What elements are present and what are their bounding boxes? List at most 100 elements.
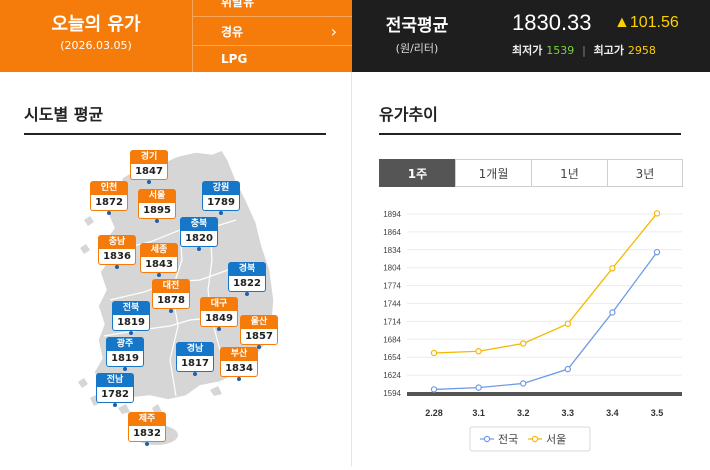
period-tabs: 1주 1개월 1년 3년 xyxy=(379,159,683,187)
region-price: 1782 xyxy=(96,387,134,403)
region-badge[interactable]: 강원 1789 xyxy=(202,181,240,215)
region-name: 부산 xyxy=(220,347,258,361)
national-average-price: 1830.33 xyxy=(512,10,592,35)
tab-1-year[interactable]: 1년 xyxy=(531,159,608,187)
region-badge[interactable]: 세종 1843 xyxy=(140,243,178,277)
y-tick-label: 1594 xyxy=(383,389,401,398)
data-point xyxy=(609,309,616,316)
y-tick-label: 1684 xyxy=(383,335,401,344)
tab-3-years[interactable]: 3년 xyxy=(607,159,683,187)
todays-price-panel: 오늘의 유가 (2026.03.05) xyxy=(0,0,192,72)
legend-marker xyxy=(531,435,539,443)
region-marker-dot xyxy=(197,247,201,251)
region-name: 제주 xyxy=(128,412,166,426)
data-point xyxy=(564,320,571,327)
menu-item-lpg[interactable]: LPG xyxy=(193,48,353,70)
region-badge[interactable]: 서울 1895 xyxy=(138,189,176,223)
menu-item-label: 휘발유 xyxy=(221,0,255,9)
region-price: 1789 xyxy=(202,195,240,211)
x-tick-label: 3.1 xyxy=(472,408,485,418)
column-divider xyxy=(351,72,352,466)
regional-title-underline xyxy=(24,133,326,135)
region-badge[interactable]: 대전 1878 xyxy=(152,279,190,313)
region-marker-dot xyxy=(147,180,151,184)
region-badge[interactable]: 경북 1822 xyxy=(228,262,266,296)
max-price-value: 2958 xyxy=(627,44,656,57)
price-trend-title: 유가추이 xyxy=(379,105,438,124)
region-badge[interactable]: 충남 1836 xyxy=(98,235,136,269)
region-marker-dot xyxy=(123,367,127,371)
menu-item-gasoline[interactable]: 휘발유 xyxy=(193,0,353,12)
region-price: 1847 xyxy=(130,164,168,180)
series-line-0 xyxy=(433,251,658,391)
y-tick-label: 1654 xyxy=(383,353,401,362)
data-point xyxy=(653,248,661,256)
fuel-type-menu: 휘발유 경유 › LPG xyxy=(192,0,353,72)
region-price: 1820 xyxy=(180,231,218,247)
region-name: 광주 xyxy=(106,337,144,351)
region-price: 1895 xyxy=(138,203,176,219)
region-badge[interactable]: 제주 1832 xyxy=(128,412,166,446)
region-marker-dot xyxy=(157,273,161,277)
y-tick-label: 1894 xyxy=(383,210,401,219)
region-price: 1872 xyxy=(90,195,128,211)
legend-label: 전국 xyxy=(498,433,518,446)
region-price: 1857 xyxy=(240,329,278,345)
region-name: 대구 xyxy=(200,297,238,311)
region-marker-dot xyxy=(129,331,133,335)
region-badge[interactable]: 대구 1849 xyxy=(200,297,238,331)
region-price: 1832 xyxy=(128,426,166,442)
region-name: 전북 xyxy=(112,301,150,315)
menu-item-diesel[interactable]: 경유 › xyxy=(193,16,353,46)
region-name: 충남 xyxy=(98,235,136,249)
max-price-label: 최고가 xyxy=(593,44,624,57)
price-trend-chart: 1894 1864 1834 1804 1774 1744 1714 1684 1654 1624… xyxy=(352,198,710,466)
y-tick-label: 1624 xyxy=(383,371,401,380)
y-tick-label: 1714 xyxy=(383,317,401,326)
region-marker-dot xyxy=(257,345,261,349)
x-tick-label: 3.4 xyxy=(606,408,619,418)
region-badge[interactable]: 경기 1847 xyxy=(130,150,168,184)
tab-1-week[interactable]: 1주 xyxy=(379,159,456,187)
chevron-right-icon: › xyxy=(330,22,337,41)
region-badge[interactable]: 전남 1782 xyxy=(96,373,134,407)
region-badge[interactable]: 인천 1872 xyxy=(90,181,128,215)
region-name: 전남 xyxy=(96,373,134,387)
data-point xyxy=(564,365,571,373)
region-name: 대전 xyxy=(152,279,190,293)
national-average-title: 전국평균 xyxy=(385,16,449,36)
y-tick-label: 1744 xyxy=(383,300,401,309)
region-marker-dot xyxy=(145,442,149,446)
region-marker-dot xyxy=(169,309,173,313)
region-name: 강원 xyxy=(202,181,240,195)
region-badge[interactable]: 전북 1819 xyxy=(112,301,150,335)
price-date: (2026.03.05) xyxy=(60,39,132,52)
min-price-label: 최저가 xyxy=(512,44,543,57)
region-badge[interactable]: 부산 1834 xyxy=(220,347,258,381)
region-badge[interactable]: 경남 1817 xyxy=(176,342,214,376)
region-name: 충북 xyxy=(180,217,218,231)
data-point xyxy=(475,348,482,355)
region-price: 1836 xyxy=(98,249,136,265)
region-badge[interactable]: 광주 1819 xyxy=(106,337,144,371)
region-badge[interactable]: 충북 1820 xyxy=(180,217,218,251)
min-max-separator: | xyxy=(582,44,586,57)
data-point xyxy=(653,210,661,217)
region-badge[interactable]: 울산 1857 xyxy=(240,315,278,349)
region-name: 경남 xyxy=(176,342,214,356)
region-marker-dot xyxy=(193,372,197,376)
menu-item-label: LPG xyxy=(221,52,248,66)
region-price: 1834 xyxy=(220,361,258,377)
national-average-panel: 전국평균 (원/리터) 1830.33 ▲101.56 최저가 1539 | 최… xyxy=(352,0,710,72)
min-max-prices: 최저가 1539 | 최고가 2958 xyxy=(512,42,656,58)
region-marker-dot xyxy=(113,403,117,407)
korea-map: 경기 1847 인천 1872 서울 1895 강원 1789 충북 1820 충남 1836 세종 18… xyxy=(60,150,320,462)
region-marker-dot xyxy=(219,211,223,215)
tab-1-month[interactable]: 1개월 xyxy=(455,159,532,187)
data-point xyxy=(609,265,616,272)
region-price: 1843 xyxy=(140,257,178,273)
region-price: 1817 xyxy=(176,356,214,372)
data-point xyxy=(430,386,438,393)
x-axis-baseline xyxy=(407,392,682,396)
y-tick-label: 1864 xyxy=(383,228,401,237)
